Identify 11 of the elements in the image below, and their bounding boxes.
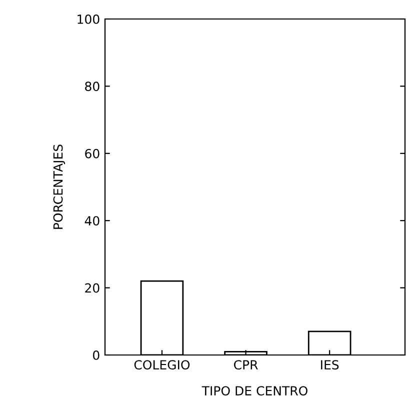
y-tick-label: 100 (78, 14, 100, 24)
y-tick-label: 80 (85, 82, 100, 92)
y-tick-label: 20 (85, 283, 100, 293)
x-tick-label: IES (321, 360, 339, 370)
x-tick-label: CPR (234, 360, 258, 370)
y-tick-label: 40 (84, 216, 100, 226)
x-axis-title: TIPO DE CENTRO (202, 386, 308, 396)
x-tick-label: COLEGIO (134, 360, 190, 370)
y-tick-label: 0 (93, 350, 100, 360)
y-axis-title: PORCENTAJES (53, 144, 66, 229)
y-tick-label: 60 (85, 148, 100, 158)
